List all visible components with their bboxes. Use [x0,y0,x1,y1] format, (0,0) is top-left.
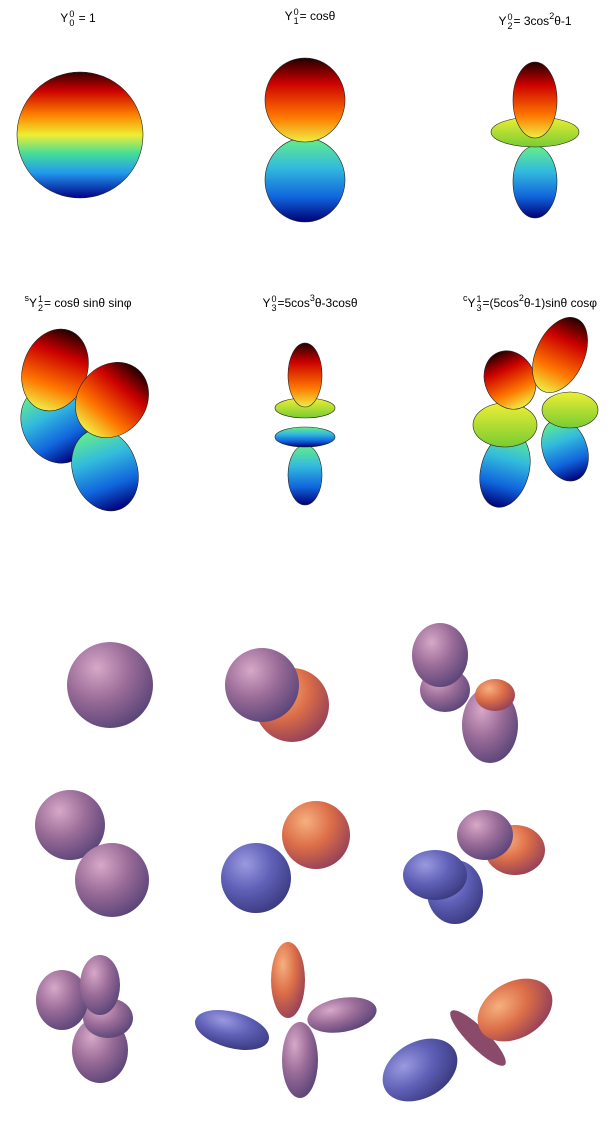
orbital-renderings [35,623,553,1102]
orbital [382,1038,458,1102]
label-text: θ-3cosθ [314,296,358,310]
lobe [287,444,323,506]
orbital [195,1010,269,1050]
torus [274,426,336,448]
label-text: = cosθ sinθ sinφ [44,296,132,310]
orbital [35,790,105,860]
orbital [221,843,291,913]
superscript: c [462,293,468,303]
orbital [457,810,513,860]
label-text: Y [28,296,37,310]
harmonics-plots [16,57,599,512]
panel-label: Y 0 1 = cosθ [285,8,336,26]
orbital [75,843,149,917]
superscript: 1 [476,293,482,304]
lobe [472,402,538,448]
label-text: =5cos [277,296,310,310]
subscript: 2 [38,302,44,313]
label-text: Y [60,11,69,26]
label-text: θ-1)sinθ cosφ [523,296,598,310]
superscript: 0 [507,11,513,22]
label-text: Y [498,14,507,28]
subscript: 2 [507,20,513,31]
superscript: 3 [309,293,315,303]
orbital [307,997,377,1033]
label-text: =(5cos [482,296,519,310]
lobe [532,317,588,393]
orbital [225,648,299,722]
panel-label: Y 0 3 =5cos3θ-3cosθ [262,290,357,313]
label-text: = cosθ [299,9,336,24]
orbital [403,850,467,900]
subscript: 3 [271,302,277,313]
orbital [271,942,305,1018]
superscript: 0 [293,7,299,17]
label-text: Y [284,9,293,24]
subscript: 0 [69,18,75,28]
label-text: Y [467,296,476,310]
orbital [477,978,553,1042]
orbital [282,801,350,869]
lobe [264,57,346,143]
panel-label: Y 0 2 = 3cos2θ-1 [498,8,571,31]
lobe [287,342,323,408]
superscript: 1 [38,293,44,304]
orbital [475,679,515,711]
label-text: = 3cos [513,14,550,28]
label-text: Y [262,296,271,310]
label-text: = 1 [75,11,96,26]
orbital [80,955,120,1015]
panel-label: cY 1 3 =(5cos2θ-1)sinθ cosφ [463,290,597,313]
lobe [541,391,599,429]
sphere [16,71,144,199]
superscript: 0 [69,9,75,19]
lobe [264,137,346,223]
lobe [75,362,149,438]
orbital [412,623,468,687]
orbital [67,642,153,728]
superscript: 2 [549,11,555,21]
superscript: 0 [271,293,277,304]
orbital [36,970,88,1030]
superscript: s [24,293,29,303]
lobe [512,145,558,219]
label-text: θ-1 [554,14,572,28]
subscript: 3 [476,302,482,313]
subscript: 1 [293,16,299,26]
superscript: 2 [518,293,524,303]
panel-label: sY 1 2 = cosθ sinθ sinφ [24,290,131,313]
orbital [282,1022,318,1098]
lobe [512,61,558,139]
orbital-ring [450,1010,506,1066]
